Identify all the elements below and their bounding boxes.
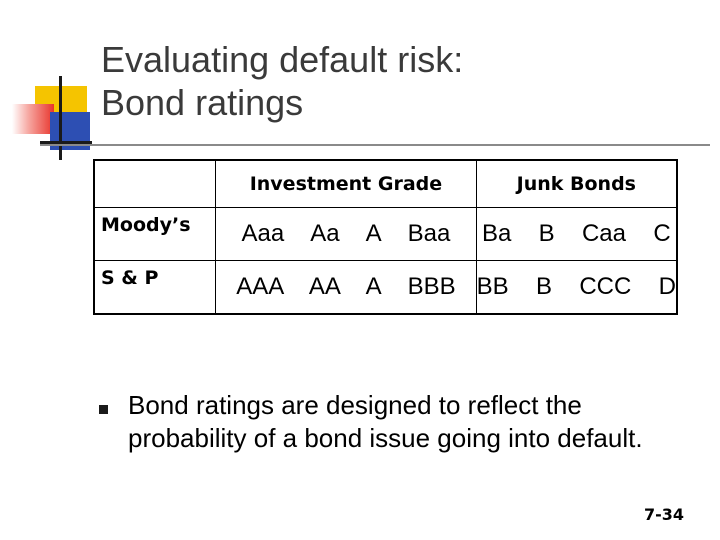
title-rule <box>40 144 710 146</box>
header-empty <box>93 159 217 208</box>
bond-ratings-table: Investment Grade Junk Bonds Moody’s Aaa … <box>93 159 678 315</box>
decor-vertical-line <box>59 76 62 160</box>
slide-number: 7-34 <box>643 505 684 524</box>
decor-horizontal-line <box>40 141 92 144</box>
moodys-junk-grades: Ba B Caa C <box>475 207 678 261</box>
title-line-1: Evaluating default risk: <box>101 39 464 80</box>
moodys-investment-grades: Aaa Aa A Baa <box>215 207 477 261</box>
header-investment-grade: Investment Grade <box>215 159 477 208</box>
decor-red-square <box>12 104 54 134</box>
sp-junk-grades: BB B CCC D <box>475 260 678 315</box>
table-row: Moody’s Aaa Aa A Baa Ba B Caa C <box>93 207 678 261</box>
row-label-sp: S & P <box>93 260 217 315</box>
table-header-row: Investment Grade Junk Bonds <box>93 159 678 208</box>
slide-title: Evaluating default risk: Bond ratings <box>101 38 701 124</box>
sp-investment-grades: AAA AA A BBB <box>215 260 477 315</box>
header-junk-bonds: Junk Bonds <box>475 159 678 208</box>
bullet-square-icon <box>99 405 108 414</box>
bullet-text: Bond ratings are designed to reflect the… <box>128 390 643 453</box>
title-line-2: Bond ratings <box>101 82 304 123</box>
row-label-moodys: Moody’s <box>93 207 217 261</box>
table-row: S & P AAA AA A BBB BB B CCC D <box>93 260 678 315</box>
